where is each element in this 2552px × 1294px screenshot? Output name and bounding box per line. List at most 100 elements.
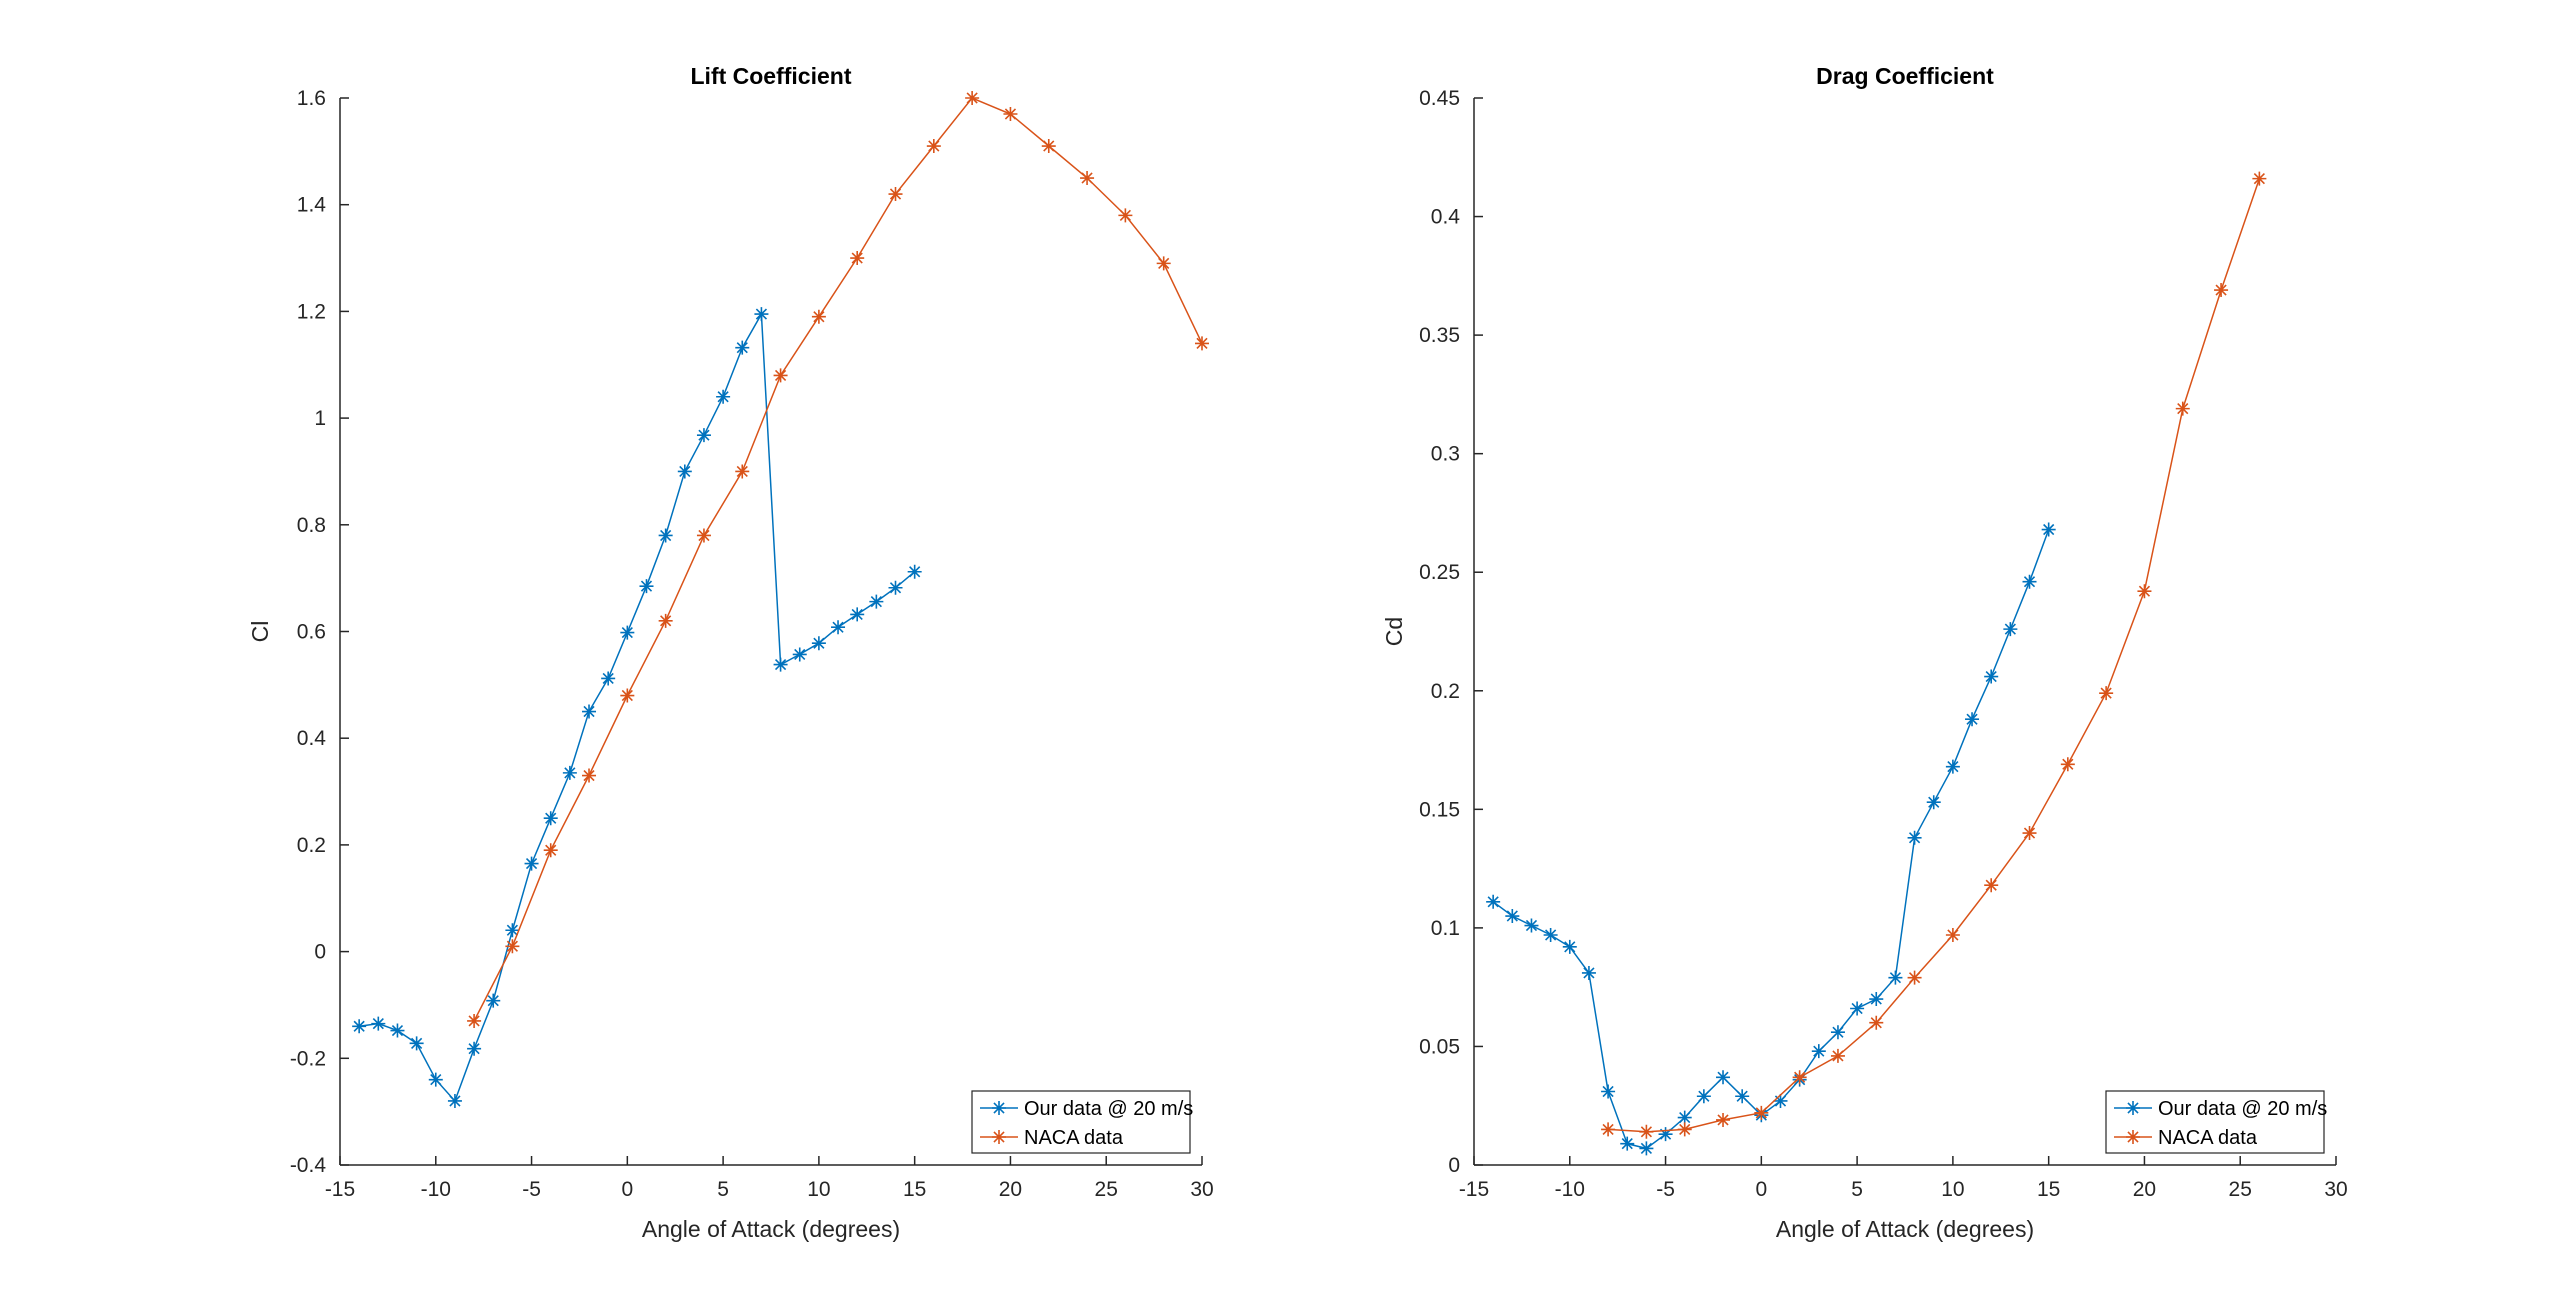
- drag-y-tick-label: 0.2: [1431, 680, 1460, 703]
- lift-data-point: [486, 993, 501, 1008]
- drag-x-tick-label: 0: [1755, 1178, 1767, 1201]
- drag-x-tick-label: 5: [1851, 1178, 1863, 1201]
- drag-data-point: [1639, 1124, 1654, 1139]
- drag-data-point: [1639, 1141, 1654, 1156]
- lift-data-point: [390, 1023, 405, 1038]
- drag-data-point: [1792, 1070, 1807, 1085]
- lift-data-point: [447, 1093, 462, 1108]
- drag-data-point: [1945, 928, 1960, 943]
- drag-x-axis-label: Angle of Attack (degrees): [1776, 1216, 2034, 1242]
- lift-data-point: [505, 923, 520, 938]
- lift-data-point: [562, 765, 577, 780]
- drag-x-tick-label: 25: [2229, 1178, 2252, 1201]
- drag-legend: Our data @ 20 m/s NACA data: [2105, 1090, 2327, 1154]
- drag-x-tick-label: 15: [2037, 1178, 2060, 1201]
- lift-y-tick-label: 0.8: [297, 514, 326, 537]
- drag-x-tick-label: -15: [1459, 1178, 1489, 1201]
- drag-data-point: [1830, 1025, 1845, 1040]
- drag-x-tick-label: 20: [2133, 1178, 2156, 1201]
- drag-data-point: [1754, 1105, 1769, 1120]
- drag-data-point: [1562, 939, 1577, 954]
- drag-data-point: [1601, 1084, 1616, 1099]
- lift-x-tick-label: -15: [325, 1178, 355, 1201]
- lift-legend: Our data @ 20 m/s NACA data: [971, 1090, 1193, 1154]
- lift-data-point: [1156, 256, 1171, 271]
- lift-y-tick-label: 1: [314, 407, 326, 430]
- lift-y-tick-label: -0.2: [290, 1047, 326, 1070]
- lift-data-point: [735, 464, 750, 479]
- lift-data-point: [658, 613, 673, 628]
- drag-data-point: [1543, 928, 1558, 943]
- lift-data-point: [524, 856, 539, 871]
- drag-data-point: [1581, 965, 1596, 980]
- drag-data-point: [2099, 686, 2114, 701]
- drag-legend-label: NACA data: [2158, 1127, 2258, 1149]
- drag-y-tick-label: 0.05: [1419, 1035, 1460, 1058]
- lift-data-point: [371, 1016, 386, 1031]
- drag-y-axis-label: Cd: [1381, 617, 1407, 646]
- lift-data-point: [696, 528, 711, 543]
- lift-data-point: [888, 187, 903, 202]
- drag-series-naca-data: [1601, 171, 2267, 1139]
- lift-data-point: [467, 1041, 482, 1056]
- drag-data-point: [1677, 1110, 1692, 1125]
- drag-data-point: [2003, 622, 2018, 637]
- drag-data-point: [1811, 1044, 1826, 1059]
- lift-series-our-data: [352, 307, 922, 1108]
- lift-data-point: [658, 528, 673, 543]
- drag-data-point: [1850, 1001, 1865, 1016]
- drag-series-line: [1608, 178, 2261, 1133]
- drag-data-point: [1926, 795, 1941, 810]
- lift-data-point: [850, 607, 865, 622]
- drag-chart: -15 -10 -5 0 5 10 15 20 25 30 0 0.05 0.1 0.15 0.2 0.25 0…: [1381, 63, 2348, 1242]
- lift-data-point: [965, 91, 980, 105]
- lift-series-line: [359, 311, 916, 1103]
- lift-x-tick-label: 0: [621, 1178, 633, 1201]
- lift-data-point: [696, 428, 711, 443]
- drag-x-tick-label: 30: [2324, 1178, 2347, 1201]
- lift-data-point: [505, 939, 520, 954]
- lift-data-point: [409, 1036, 424, 1051]
- lift-data-point: [1195, 336, 1209, 351]
- drag-data-point: [1888, 970, 1903, 985]
- lift-y-tick-label: 1.4: [297, 194, 327, 217]
- lift-data-point: [811, 309, 826, 324]
- drag-data-point: [1984, 669, 1999, 684]
- drag-data-point: [1869, 1015, 1884, 1030]
- drag-data-point: [1486, 894, 1501, 909]
- drag-data-point: [1716, 1070, 1731, 1085]
- drag-series-our-data: [1486, 522, 2056, 1156]
- lift-data-point: [773, 657, 788, 672]
- lift-data-point: [543, 843, 558, 858]
- drag-x-tick-label: -5: [1656, 1178, 1675, 1201]
- lift-y-tick-label: 0.6: [297, 621, 326, 644]
- drag-data-point: [2022, 574, 2037, 589]
- lift-y-tick-label: 1.2: [297, 300, 326, 323]
- lift-data-point: [831, 620, 846, 635]
- drag-data-point: [1773, 1093, 1788, 1108]
- drag-y-tick-label: 0.4: [1431, 206, 1461, 229]
- lift-data-point: [352, 1019, 367, 1034]
- drag-data-point: [2041, 522, 2056, 537]
- lift-legend-box: [971, 1090, 1191, 1154]
- drag-data-point: [1677, 1122, 1692, 1137]
- drag-data-point: [1984, 878, 1999, 893]
- lift-legend-marker: [992, 1101, 1006, 1115]
- lift-y-tick-label: 0.4: [297, 727, 327, 750]
- lift-y-axis-label: Cl: [247, 621, 273, 643]
- lift-y-tick-label: 0: [314, 941, 326, 964]
- lift-data-point: [811, 636, 826, 651]
- drag-data-point: [1601, 1122, 1616, 1137]
- lift-x-tick-label: 20: [999, 1178, 1022, 1201]
- drag-data-point: [1716, 1112, 1731, 1127]
- lift-data-point: [869, 594, 884, 609]
- lift-x-tick-label: 30: [1190, 1178, 1213, 1201]
- drag-data-point: [2252, 171, 2267, 186]
- lift-data-point: [428, 1072, 443, 1087]
- drag-data-point: [1907, 830, 1922, 845]
- drag-data-point: [2137, 584, 2152, 599]
- lift-data-point: [1080, 171, 1095, 186]
- drag-data-point: [2214, 283, 2229, 298]
- drag-legend-marker: [2126, 1130, 2140, 1144]
- drag-data-point: [2022, 826, 2037, 841]
